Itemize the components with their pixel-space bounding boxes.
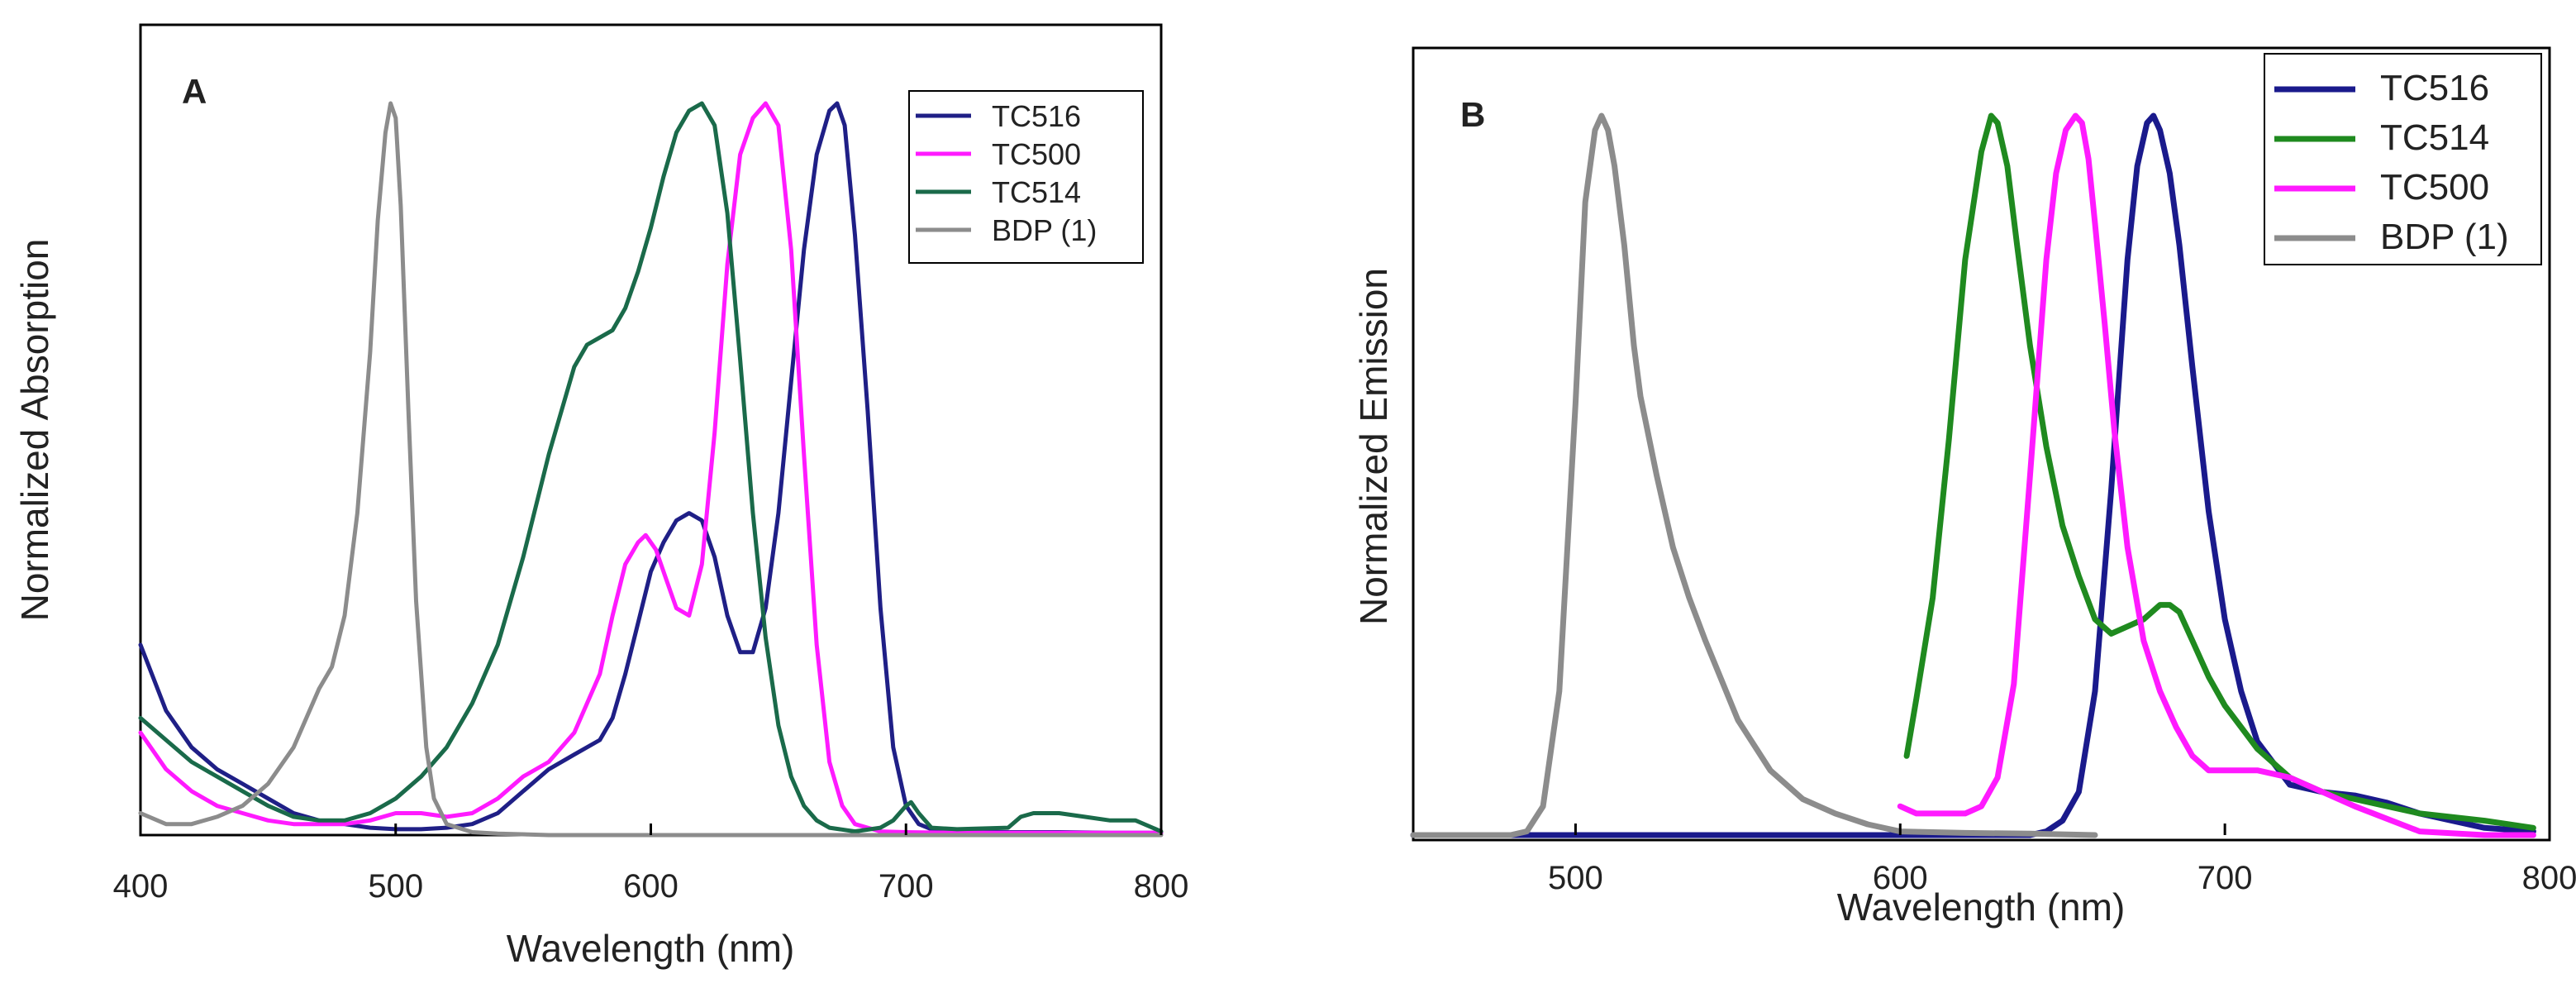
panel-b-series-bdp-1 <box>1410 112 2098 838</box>
panel-b-x-tick-label-600: 600 <box>1873 860 1928 896</box>
panel-a-legend: TC516 TC500 TC514 BDP (1) <box>908 90 1144 264</box>
panel-a-x-tick-label-500: 500 <box>368 868 423 905</box>
panel-b-x-tick-label-700: 700 <box>2197 860 2253 896</box>
panel-a-x-tick-label-700: 700 <box>879 868 934 905</box>
panel-a-x-tick-label-800: 800 <box>1134 868 1189 905</box>
panel-a-x-ticks: 400 500 600 700 800 <box>113 824 1189 905</box>
panel-b-legend-label-tc516: TC516 <box>2380 68 2489 108</box>
panel-a-y-axis-title: Normalized Absorption <box>13 239 56 622</box>
panel-b-y-axis-title: Normalized Emission <box>1352 268 1395 625</box>
panel-a-series-tc500 <box>138 101 1164 835</box>
panel-a-x-axis-title: Wavelength (nm) <box>507 927 795 970</box>
panel-a: A 400 500 600 700 800 Wavelength (nm) Normal… <box>13 23 1189 970</box>
panel-a-legend-box <box>908 90 1144 264</box>
panel-a-series-tc516 <box>138 101 1164 835</box>
panel-a-series-tc514 <box>138 101 1164 834</box>
panel-b-x-axis-title: Wavelength (nm) <box>1837 886 2126 929</box>
panel-b-legend-label-tc500: TC500 <box>2380 167 2489 208</box>
panel-b-legend-label-tc514: TC514 <box>2380 117 2489 158</box>
panel-b-legend-label-bdp-1: BDP (1) <box>2380 217 2509 257</box>
panel-a-series-group <box>138 101 1164 838</box>
panel-b-series-group <box>1410 112 2536 838</box>
panel-b-legend: TC516 TC514 TC500 BDP (1) <box>2264 53 2542 265</box>
panel-a-letter: A <box>182 72 207 111</box>
panel-b-series-tc500 <box>1897 112 2536 838</box>
panel-b-letter: B <box>1460 95 1485 134</box>
panel-a-legend-label-tc514: TC514 <box>992 175 1081 209</box>
panel-b-x-ticks: 500 600 700 800 <box>1548 824 2576 896</box>
panel-a-legend-label-tc516: TC516 <box>992 99 1081 133</box>
panel-b-x-tick-label-500: 500 <box>1548 860 1603 896</box>
panel-a-series-bdp-1 <box>138 101 1164 838</box>
panel-a-x-tick-label-400: 400 <box>113 868 169 905</box>
panel-a-x-tick-label-600: 600 <box>623 868 679 905</box>
panel-a-legend-label-tc500: TC500 <box>992 137 1081 171</box>
panel-b-x-tick-label-800: 800 <box>2522 860 2576 896</box>
panel-b: B 500 600 700 800 Wavelength (nm) Normalize… <box>1352 46 2576 929</box>
panel-a-legend-label-bdp-1: BDP (1) <box>992 213 1097 247</box>
